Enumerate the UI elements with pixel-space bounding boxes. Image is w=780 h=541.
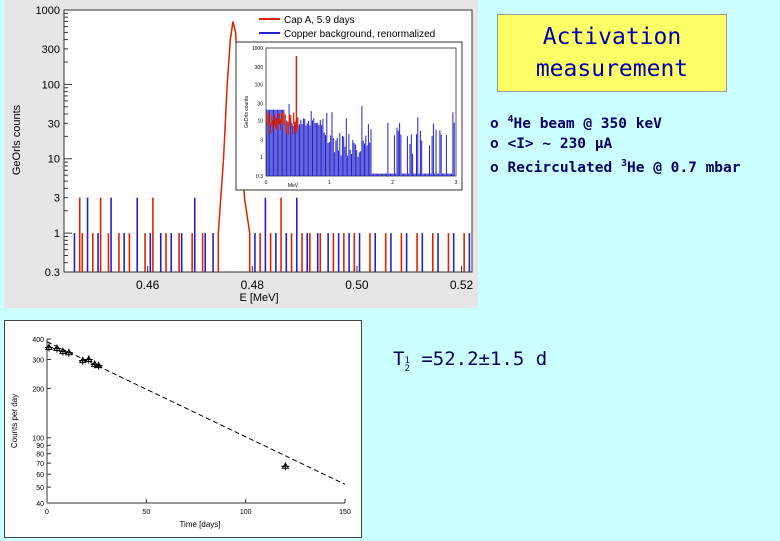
inset-y-tick-label: 100 (255, 82, 264, 88)
inset-x-tick-label: 2 (391, 180, 394, 186)
bullet-marker: o (490, 136, 499, 152)
legend: Cap A, 5.9 days Copper background, renorm… (259, 15, 435, 40)
y-tick-label: 1 (54, 228, 60, 240)
y-tick-label: 1000 (36, 5, 60, 17)
y-axis-label: GeOrls counts (11, 104, 23, 175)
decay-plot: 400 300 200 100 90 80 70 60 50 40 0 50 100 150 Time [d… (4, 320, 362, 538)
decay-x-tick-label: 100 (240, 509, 252, 516)
data-point (281, 462, 290, 469)
x-tick-label: 0.50 (345, 278, 369, 292)
data-point (64, 348, 73, 356)
y-tick-label: 10 (48, 154, 60, 166)
decay-y-tick-label: 90 (36, 443, 44, 450)
decay-y-tick-label: 70 (36, 461, 44, 468)
inset-y-tick-label: 1 (260, 155, 263, 161)
inset-x-tick-label: 0 (265, 180, 268, 186)
inset-x-axis-label: MeV (288, 183, 299, 189)
title-line2: measurement (535, 56, 689, 82)
inset-y-tick-label: 3 (260, 138, 263, 144)
fraction-denominator: 2 (404, 364, 410, 374)
title-line1: Activation (542, 24, 682, 50)
y-tick-label: 100 (42, 79, 60, 91)
inset-y-tick-label: 0.3 (256, 174, 263, 180)
data-point (94, 361, 103, 369)
y-tick-label: 3 (54, 193, 60, 205)
fraction-numerator: 1 (404, 356, 410, 366)
bullet-text: He beam @ 350 keV (513, 115, 662, 132)
legend-label-background: Copper background, renormalized (284, 29, 435, 40)
inset-y-axis-label: GeOrls counts (244, 96, 250, 128)
decay-y-tick-label: 40 (36, 501, 44, 508)
inset-y-tick-label: 1000 (252, 46, 263, 52)
decay-x-tick-label: 0 (45, 509, 49, 516)
bullet-text-pre: Recirculated (507, 159, 621, 176)
decay-y-tick-label: 400 (32, 337, 44, 344)
x-axis-label: E [MeV] (239, 292, 278, 304)
x-tick-label: 0.46 (136, 278, 160, 292)
half-life-symbol: T (393, 348, 405, 370)
bullet-text: <I> ~ 230 µA (507, 136, 613, 152)
y-tick-label: 30 (48, 118, 60, 130)
bullet-item: o Recirculated 3He @ 0.7 mbar (490, 158, 741, 180)
decay-x-tick-label: 150 (339, 509, 351, 516)
bullet-marker: o (490, 159, 499, 176)
inset-x-tick-label: 1 (328, 180, 331, 186)
bullet-list: o 4He beam @ 350 keV o <I> ~ 230 µA o Re… (490, 114, 741, 180)
inset-y-tick-label: 10 (257, 119, 263, 125)
superscript: 3 (620, 158, 627, 169)
data-point (84, 355, 93, 362)
exponential-fit-line (46, 341, 346, 485)
half-life-value: =52.2±1.5 d (409, 348, 548, 370)
superscript: 4 (507, 114, 514, 125)
data-point (90, 360, 99, 367)
decay-y-tick-label: 100 (32, 436, 44, 443)
data-point (59, 347, 67, 355)
data-point (45, 343, 53, 351)
cap-a-peak (217, 21, 251, 272)
bullet-item: o 4He beam @ 350 keV (490, 114, 741, 136)
inset-x-tick-label: 3 (455, 180, 458, 186)
half-life-result: T1 2 =52.2±1.5 d (393, 348, 548, 374)
y-tick-label: 300 (42, 44, 60, 56)
data-point (53, 344, 61, 352)
x-tick-label: 0.52 (450, 278, 474, 292)
bullet-item: o <I> ~ 230 µA (490, 136, 741, 158)
inset-y-tick-label: 300 (255, 65, 264, 71)
decay-y-axis-label: Counts per day (10, 394, 19, 448)
legend-label-cap-a: Cap A, 5.9 days (284, 15, 355, 26)
spectrum-plot: 1000 300 100 30 10 3 1 0.3 0.46 0.48 0.50 0.52 E [Me… (4, 0, 478, 308)
data-point (78, 356, 87, 364)
decay-y-tick-label: 300 (32, 357, 44, 364)
decay-y-tick-label: 60 (36, 472, 44, 479)
decay-x-tick-label: 50 (142, 509, 150, 516)
bullet-marker: o (490, 115, 499, 132)
inset-y-tick-label: 30 (257, 101, 263, 107)
x-tick-label: 0.48 (241, 278, 265, 292)
decay-y-tick-label: 50 (36, 485, 44, 492)
decay-y-tick-label: 200 (32, 386, 44, 393)
decay-x-axis-label: Time [days] (179, 520, 220, 529)
decay-y-tick-label: 80 (36, 452, 44, 459)
title-box: Activation measurement (497, 14, 727, 92)
bullet-text: He @ 0.7 mbar (627, 159, 741, 176)
y-tick-label: 0.3 (45, 267, 60, 279)
